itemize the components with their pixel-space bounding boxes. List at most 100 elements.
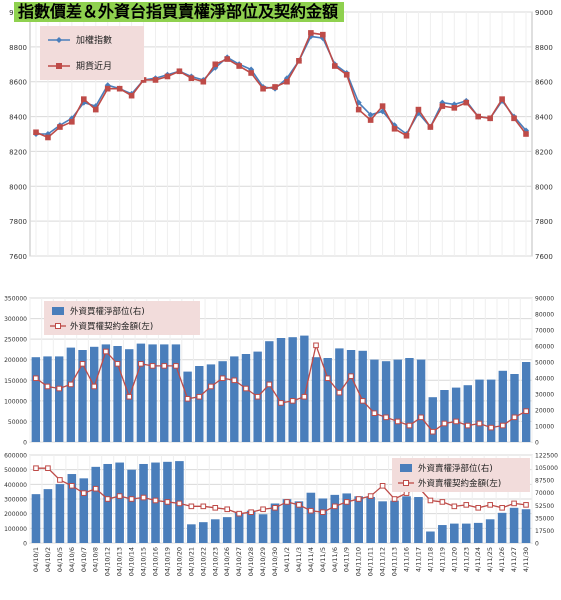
panel3-left-tick-label: 500000: [4, 467, 27, 474]
panel3-contract-point: [140, 494, 147, 501]
panel2-bar: [78, 350, 87, 442]
panel1-futures-point: [487, 115, 493, 122]
panel3-bar: [246, 510, 256, 543]
panel3-x-tick-label: 4/11/30: [522, 547, 530, 572]
panel3-right-tick-label: 70000: [535, 490, 554, 497]
panel3-legend-line-label: 外資賣權契約金額(左): [418, 478, 501, 489]
panel3-x-tick-label: 04/10/26: [223, 547, 231, 576]
panel3-x-tick-label: 04/10/7: [80, 547, 88, 572]
panel3-contract-point: [212, 505, 219, 511]
panel2-legend-bar-label: 外資買權淨部位(右): [70, 306, 145, 317]
panel3-contract-point: [176, 500, 183, 507]
panel1-futures-point: [475, 113, 481, 120]
panel3-x-tick-label: 04/10/20: [175, 547, 183, 576]
panel2-contract-point: [301, 393, 308, 400]
panel3-bar: [127, 469, 136, 543]
panel3-bar: [294, 501, 304, 543]
panel2-contract-point: [103, 348, 109, 355]
panel2-bar: [171, 344, 181, 442]
panel2-contract-point: [453, 418, 459, 425]
panel3-bar: [55, 484, 65, 543]
panel3-x-tick-label: 04/10/14: [128, 547, 136, 576]
panel3-contract-point: [272, 505, 278, 511]
panel2-right-tick-label: 20000: [535, 408, 554, 415]
panel3-contract-point: [308, 507, 314, 514]
panel1-legend-futures-marker: [56, 63, 62, 69]
panel3-bar: [461, 523, 471, 543]
panel3-bar: [103, 463, 112, 543]
panel2-contract-point: [476, 420, 483, 427]
panel2-contract-point: [523, 408, 529, 414]
panel1-futures-point: [320, 31, 326, 38]
panel2-contract-point: [219, 375, 226, 382]
panel2-bar: [311, 357, 321, 442]
panel1-futures-point: [224, 56, 231, 62]
panel3-legend-box: [392, 458, 530, 492]
panel3-bar: [43, 489, 53, 543]
panel2-contract-point: [91, 383, 98, 390]
panel1-futures-point: [355, 106, 362, 113]
panel2-contract-point: [511, 414, 518, 421]
panel2-contract-point: [114, 361, 121, 367]
panel3-left-tick-label: 400000: [4, 482, 27, 489]
panel3-x-tick-label: 4/11/23: [462, 547, 470, 572]
panel3-x-tick-label: 4/11/26: [498, 547, 506, 572]
panel2-bar: [241, 354, 251, 442]
panel1-right-tick-label: 8000: [535, 183, 553, 191]
panel1-left-tick-label: 8800: [9, 44, 27, 52]
panel1-right-tick-label: 9000: [535, 9, 553, 17]
panel2-bar: [218, 361, 227, 442]
panel2-contract-point: [500, 422, 506, 429]
panel1-futures-point: [367, 117, 374, 123]
panel3-contract-point: [511, 500, 517, 507]
panel2-bar: [346, 350, 356, 442]
panel1-futures-point: [57, 124, 63, 130]
panel1-futures-point: [45, 134, 51, 141]
panel3-x-tick-label: 04/10/8: [92, 547, 100, 572]
panel3-bar: [139, 463, 148, 543]
panel2-contract-point: [138, 361, 144, 367]
panel1-left-tick-label: 8600: [9, 79, 27, 87]
panel3-x-tick-label: 04/10/19: [163, 547, 171, 576]
panel3-bar: [234, 512, 244, 543]
panel3-contract-point: [367, 493, 374, 499]
panel3-left-tick-label: 100000: [4, 526, 27, 533]
panel3-right-tick-label: 105000: [535, 465, 558, 472]
panel3-x-tick-label: 04/11/9: [343, 547, 351, 572]
panel2-bar: [475, 379, 484, 442]
panel3-contract-point: [379, 483, 386, 489]
panel3-x-tick-label: 4/11/16: [403, 547, 411, 572]
panel2-contract-point: [68, 381, 74, 388]
panel2-left-tick-label: 200000: [4, 357, 27, 364]
panel1-legend-index-label: 加權指數: [76, 34, 112, 46]
panel1-futures-point: [81, 96, 87, 102]
panel2-left-tick-label: 300000: [4, 316, 27, 323]
panel2-bar: [521, 362, 531, 442]
panel1-futures-point: [236, 63, 242, 69]
panel3-bar: [258, 514, 268, 543]
panel3-contract-point: [475, 505, 482, 511]
panel1-futures-point: [451, 105, 458, 111]
panel3-x-tick-label: 04/11/12: [379, 547, 387, 576]
panel2-bar: [195, 366, 204, 442]
panel2-bar: [486, 379, 496, 442]
panel3-x-tick-label: 04/10/1: [32, 547, 40, 572]
panel2-bar: [498, 370, 508, 442]
panel1-futures-point: [308, 30, 314, 36]
panel1-futures-point: [379, 103, 386, 109]
panel1-right-tick-label: 7800: [535, 218, 553, 226]
panel1-futures-point: [164, 73, 171, 80]
panel3-x-tick-label: 04/11/13: [391, 547, 399, 576]
panel2-contract-point: [44, 383, 51, 390]
panel2-left-tick-label: 150000: [4, 378, 27, 385]
panel2-left-tick-label: 250000: [4, 337, 27, 344]
panel2-contract-point: [464, 422, 471, 429]
panel3-bar: [282, 499, 292, 543]
panel3-x-tick-label: 04/10/2: [44, 547, 52, 572]
panel3-contract-point: [391, 496, 398, 502]
panel2-left-tick-label: 350000: [4, 296, 27, 303]
panel2-bar: [451, 387, 461, 442]
panel3-bar: [67, 474, 77, 543]
